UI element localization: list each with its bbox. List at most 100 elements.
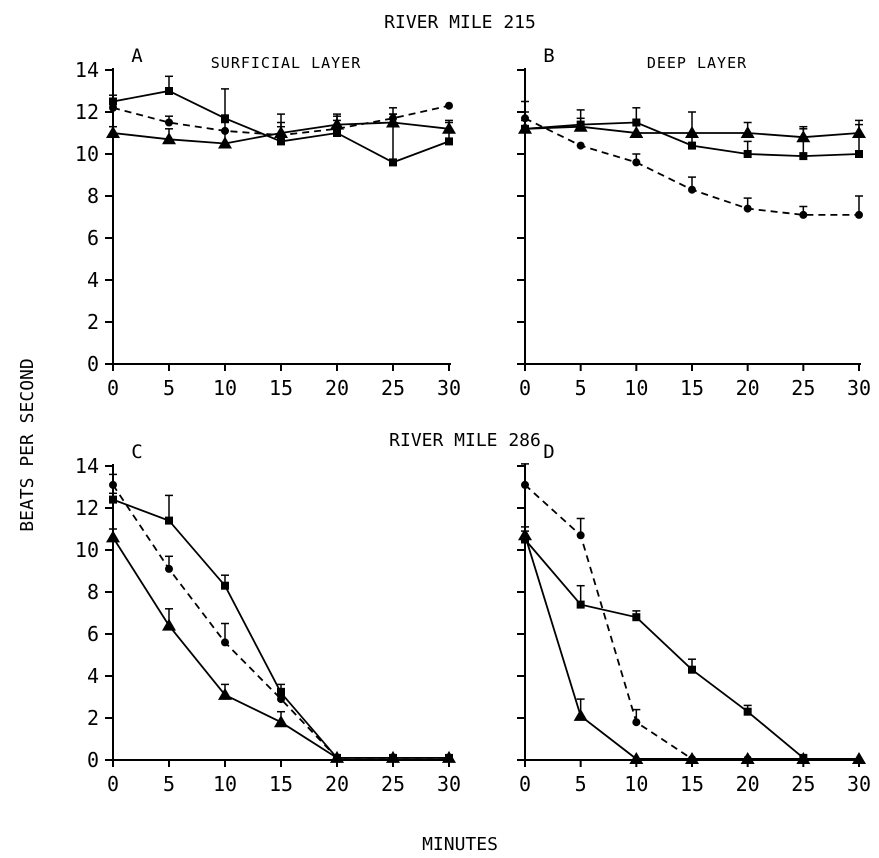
panel-c-x-tick-label: 15 [269,772,293,796]
panel-a-circle-point [109,103,117,112]
panel-d-series-circle [521,463,808,763]
panel-a-x-tick-label: 5 [163,376,175,400]
bottom-title: RIVER MILE 286 [389,430,541,451]
panel-b-circle-point [688,185,696,194]
panel-d: 0 5 10 15 20 25 30 D [517,441,871,796]
panel-b-triangle-point [740,126,755,138]
panel-a: 0 2 4 6 8 10 12 14 0 5 10 15 20 25 30 A SURFICIAL LAYER [75,45,461,400]
panel-a-triangle-point [386,115,400,128]
panel-a-square-point [277,137,285,146]
panel-a-x-tick-label: 0 [107,376,119,400]
panel-b-square-point [743,150,752,158]
panel-d-circle-point [521,480,529,489]
panel-a-y-tick-label: 14 [75,58,99,82]
panel-a-triangle-point [218,136,232,149]
panel-d-x-tick-label: 10 [624,772,648,796]
panel-a-x-tick-label: 15 [269,376,293,400]
panel-d-circle-line [524,484,804,760]
panel-b-circle-point [632,158,641,167]
panel-a-x-tick-label: 20 [325,376,349,400]
panel-a-y-tick-label: 2 [87,310,99,334]
panel-a-circle-point [445,101,453,110]
panel-c-letter: C [131,441,142,463]
panel-b-x-tick-label: 15 [680,376,704,400]
panel-c-x-tick-label: 30 [437,772,461,796]
panel-b-circle-point [576,141,585,150]
panel-b-x-tick-label: 0 [519,376,531,400]
panel-c-y-tick-label: 14 [75,454,99,478]
panel-a-triangle-point [106,126,120,138]
panel-b-triangle-point [573,119,588,132]
panel-b-triangle-point [518,121,532,134]
panel-c-y-tick-label: 2 [87,706,99,730]
panel-b-circle-point [799,210,808,219]
panel-c-x-tick-label: 0 [107,772,119,796]
panel-b-square-point [799,152,808,161]
panel-b: 0 5 10 15 20 25 30 B DEEP LAYER [517,45,871,400]
panel-d-x-tick-label: 15 [680,772,704,796]
panel-a-triangle-point [330,117,344,130]
x-axis-label: MINUTES [422,834,498,855]
panel-a-triangle-point [442,121,456,134]
panel-d-circle-point [632,718,641,727]
panel-d-x-tick-label: 25 [791,772,815,796]
panel-a-square-point [333,129,341,137]
panel-a-y-tick-label: 12 [75,100,99,124]
panel-b-square-point [688,141,696,150]
panel-c-y-tick-label: 6 [87,622,99,646]
panel-d-triangle-line [524,535,859,760]
panel-d-square-point [688,665,696,674]
panel-c-y-tick-label: 12 [75,496,99,520]
panel-d-series-triangle [518,526,866,764]
panel-a-y-tick-label: 4 [87,268,99,292]
panel-d-triangle-point [852,751,866,764]
panel-b-x-tick-label: 10 [624,376,648,400]
panel-b-x-tick-label: 30 [847,376,871,400]
panel-a-triangle-point [162,132,176,145]
panel-c-circle-point [109,480,117,489]
panel-d-x-tick-label: 0 [519,772,531,796]
top-title: RIVER MILE 215 [384,12,536,33]
panel-a-square-point [445,137,453,146]
panel-c-square-point [221,581,229,590]
panel-c-triangle-point [162,618,176,631]
panel-a-letter: A [131,45,143,67]
panel-c-x-tick-label: 10 [213,772,237,796]
panel-a-subtitle: SURFICIAL LAYER [211,54,361,72]
panel-b-x-tick-label: 5 [575,376,587,400]
panel-b-x-tick-label: 25 [791,376,815,400]
panel-a-y-tick-label: 8 [87,184,99,208]
panel-a-y-tick-label: 0 [87,352,99,376]
panel-b-circle-point [855,210,863,219]
panel-c-circle-point [221,638,229,647]
panel-b-square-point [855,150,863,158]
panel-c-triangle-point [218,687,232,700]
panel-b-triangle-point [629,126,644,138]
panel-a-square-point [389,158,397,167]
panel-c-triangle-point [106,530,120,543]
panel-c-x-tick-label: 5 [163,772,175,796]
panel-b-subtitle: DEEP LAYER [647,54,747,72]
panel-c-triangle-point [442,750,456,763]
panel-b-series-circle [521,111,863,219]
panel-c-y-tick-label: 0 [87,748,99,772]
y-axis-label: BEATS PER SECOND [17,358,38,531]
panel-d-triangle-point [573,708,588,721]
panel-d-triangle-point [629,751,644,764]
panel-d-x-tick-label: 30 [847,772,871,796]
panel-a-square-point [165,87,173,95]
panel-b-triangle-point [796,130,811,143]
panel-a-series-square [109,75,453,167]
panel-a-x-tick-label: 25 [381,376,405,400]
panel-b-circle-point [743,204,752,213]
panel-d-square-point [632,613,641,622]
panel-d-triangle-point [518,528,532,541]
panel-a-x-tick-label: 30 [437,376,461,400]
panel-c-circle-point [277,695,285,704]
panel-c-y-tick-label: 10 [75,538,99,562]
panel-a-series-triangle [106,113,456,149]
panel-d-x-tick-label: 5 [575,772,587,796]
panel-a-x-tick-label: 10 [213,376,237,400]
